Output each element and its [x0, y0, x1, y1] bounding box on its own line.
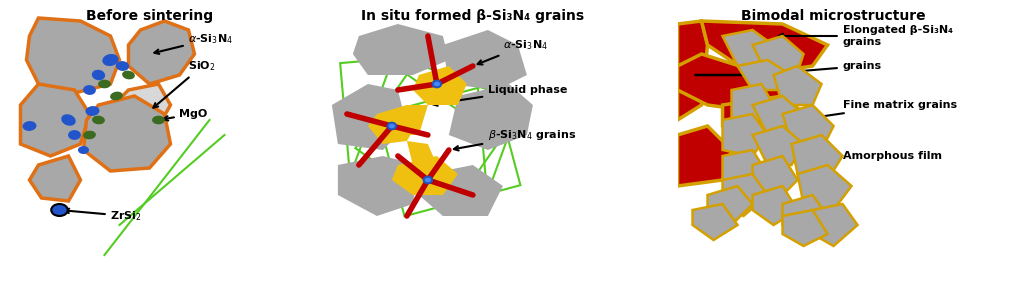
Polygon shape — [449, 84, 533, 150]
Polygon shape — [332, 84, 407, 150]
Ellipse shape — [103, 55, 118, 65]
Polygon shape — [723, 30, 773, 66]
Polygon shape — [27, 18, 119, 93]
Polygon shape — [701, 21, 828, 75]
Polygon shape — [723, 174, 768, 216]
Polygon shape — [418, 165, 503, 216]
Ellipse shape — [93, 116, 104, 124]
Polygon shape — [752, 156, 798, 204]
Ellipse shape — [122, 71, 134, 79]
Polygon shape — [732, 84, 773, 120]
Ellipse shape — [84, 86, 96, 94]
Ellipse shape — [69, 131, 80, 139]
Polygon shape — [677, 21, 707, 120]
Text: In situ formed β-Si₃N₄ grains: In situ formed β-Si₃N₄ grains — [361, 9, 585, 23]
Polygon shape — [413, 66, 467, 105]
Polygon shape — [752, 36, 804, 75]
Ellipse shape — [153, 116, 164, 124]
Polygon shape — [737, 60, 792, 90]
Polygon shape — [392, 156, 457, 195]
Polygon shape — [83, 96, 171, 171]
Text: grains: grains — [758, 61, 882, 76]
Text: $\alpha$-Si$_3$N$_4$: $\alpha$-Si$_3$N$_4$ — [154, 32, 233, 54]
Ellipse shape — [62, 115, 75, 125]
Polygon shape — [353, 24, 449, 75]
Ellipse shape — [24, 122, 36, 130]
Text: Bimodal microstructure: Bimodal microstructure — [741, 9, 926, 23]
Ellipse shape — [116, 62, 128, 70]
Text: Liquid phase: Liquid phase — [433, 85, 567, 106]
Polygon shape — [338, 156, 418, 216]
Polygon shape — [798, 165, 851, 210]
Polygon shape — [443, 30, 527, 90]
Polygon shape — [773, 66, 821, 105]
Text: ZrSi$_2$: ZrSi$_2$ — [65, 208, 142, 223]
Polygon shape — [752, 186, 798, 225]
Polygon shape — [707, 186, 752, 225]
Text: Amorphous film: Amorphous film — [787, 151, 942, 161]
Polygon shape — [752, 126, 804, 165]
Polygon shape — [782, 195, 828, 234]
Ellipse shape — [388, 123, 396, 129]
Polygon shape — [677, 54, 792, 114]
Polygon shape — [812, 204, 857, 246]
Text: $\alpha$-Si$_3$N$_4$: $\alpha$-Si$_3$N$_4$ — [478, 38, 548, 64]
Ellipse shape — [111, 92, 122, 100]
Polygon shape — [752, 96, 804, 135]
Polygon shape — [723, 114, 768, 156]
Ellipse shape — [433, 81, 441, 87]
Polygon shape — [128, 21, 194, 84]
Ellipse shape — [93, 70, 105, 80]
Text: SiO$_2$: SiO$_2$ — [153, 59, 216, 108]
Ellipse shape — [86, 107, 99, 115]
Polygon shape — [792, 135, 843, 180]
Text: MgO: MgO — [163, 109, 208, 121]
Ellipse shape — [99, 80, 110, 88]
Polygon shape — [110, 84, 171, 126]
Polygon shape — [368, 105, 418, 144]
Text: $\beta$-Si$_3$N$_4$ grains: $\beta$-Si$_3$N$_4$ grains — [454, 128, 576, 151]
Ellipse shape — [84, 131, 96, 139]
Text: Fine matrix grains: Fine matrix grains — [803, 100, 957, 121]
Polygon shape — [782, 105, 834, 150]
Ellipse shape — [79, 147, 88, 153]
Polygon shape — [782, 210, 828, 246]
Polygon shape — [398, 105, 428, 135]
Polygon shape — [693, 204, 737, 240]
Ellipse shape — [424, 177, 432, 183]
Polygon shape — [30, 156, 80, 201]
Polygon shape — [723, 150, 768, 195]
Polygon shape — [21, 84, 89, 156]
Polygon shape — [407, 141, 437, 165]
Ellipse shape — [51, 204, 68, 216]
Text: Before sintering: Before sintering — [86, 9, 213, 23]
Text: Elongated β-Si₃N₄
grains: Elongated β-Si₃N₄ grains — [778, 25, 953, 47]
Polygon shape — [677, 126, 732, 186]
Polygon shape — [723, 96, 812, 144]
